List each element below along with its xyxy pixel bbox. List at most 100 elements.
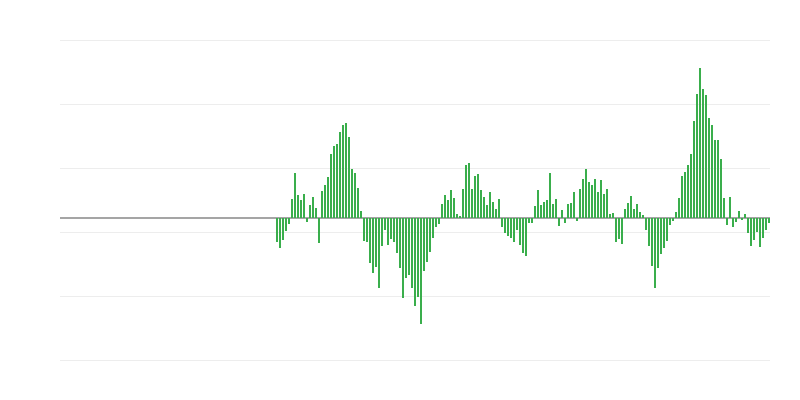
bar	[426, 218, 428, 262]
bar	[624, 209, 626, 218]
bar	[309, 205, 311, 218]
bar	[633, 209, 635, 218]
bar	[546, 200, 548, 218]
bar	[645, 218, 647, 230]
bar	[765, 218, 767, 230]
bar	[510, 218, 512, 238]
bar	[414, 218, 416, 306]
bar	[591, 185, 593, 218]
bar	[750, 218, 752, 246]
bar	[306, 218, 308, 222]
bar	[732, 218, 734, 227]
bar	[648, 218, 650, 246]
bar	[429, 218, 431, 252]
bar	[405, 218, 407, 278]
bar	[540, 205, 542, 218]
bar	[507, 218, 509, 236]
bar	[366, 218, 368, 242]
bar	[717, 140, 719, 218]
bar	[330, 154, 332, 218]
bar	[495, 209, 497, 218]
bar	[744, 214, 746, 218]
bar	[537, 190, 539, 218]
bar	[471, 189, 473, 218]
bar	[348, 137, 350, 218]
bar	[627, 203, 629, 218]
bar	[762, 218, 764, 238]
bar	[654, 218, 656, 288]
bar	[297, 195, 299, 218]
bar	[492, 202, 494, 218]
bar	[504, 218, 506, 233]
bar	[438, 218, 440, 224]
bar	[606, 189, 608, 218]
bar	[462, 189, 464, 218]
bar	[615, 218, 617, 242]
bar	[369, 218, 371, 263]
bar	[402, 218, 404, 298]
gridline	[60, 104, 770, 105]
bar	[555, 199, 557, 218]
bar	[378, 218, 380, 288]
bar	[489, 192, 491, 218]
bar	[315, 208, 317, 218]
bar	[345, 123, 347, 218]
bar	[387, 218, 389, 245]
bar	[576, 218, 578, 221]
bar	[468, 163, 470, 218]
bar	[549, 173, 551, 218]
bar	[588, 182, 590, 218]
bar	[726, 218, 728, 225]
bar	[519, 218, 521, 245]
bar	[288, 218, 290, 224]
bar	[699, 68, 701, 218]
bar	[684, 172, 686, 218]
bar	[678, 198, 680, 218]
bar	[543, 202, 545, 218]
bar	[612, 213, 614, 218]
bar	[609, 214, 611, 218]
bar	[318, 218, 320, 243]
bar	[657, 218, 659, 268]
bar	[642, 215, 644, 218]
bar	[513, 218, 515, 242]
bar	[600, 180, 602, 218]
bar	[390, 218, 392, 239]
bar	[753, 218, 755, 240]
bar	[708, 118, 710, 218]
bar	[570, 203, 572, 218]
bar	[675, 212, 677, 218]
bar	[531, 218, 533, 223]
bar	[483, 197, 485, 218]
bar	[573, 192, 575, 218]
bar	[441, 204, 443, 218]
bar	[360, 211, 362, 218]
bar	[336, 144, 338, 218]
bar	[669, 218, 671, 225]
bar	[321, 191, 323, 218]
bar	[474, 176, 476, 218]
bar	[423, 218, 425, 271]
bar	[729, 197, 731, 218]
bar	[327, 177, 329, 218]
bar	[597, 192, 599, 218]
bar	[525, 218, 527, 256]
bar	[639, 212, 641, 218]
bar	[279, 218, 281, 248]
gridline	[60, 360, 770, 361]
bar	[720, 159, 722, 218]
bar	[450, 190, 452, 218]
bar	[393, 218, 395, 242]
bar	[738, 211, 740, 218]
gridline	[60, 40, 770, 41]
bar	[432, 218, 434, 238]
bar	[456, 214, 458, 218]
bar	[453, 198, 455, 218]
bar	[477, 174, 479, 218]
bar	[561, 210, 563, 218]
bar	[501, 218, 503, 227]
bar	[396, 218, 398, 253]
bar	[417, 218, 419, 297]
bar	[351, 169, 353, 218]
